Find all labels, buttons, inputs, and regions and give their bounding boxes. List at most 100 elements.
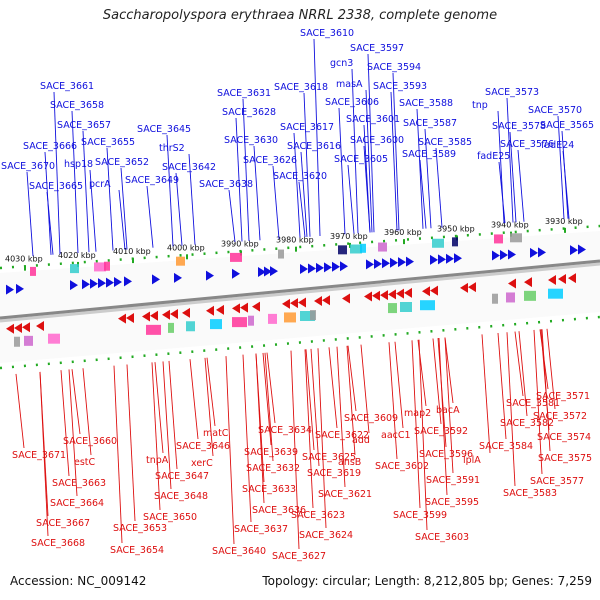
reverse-category-box [388, 303, 397, 314]
reverse-category-box [210, 319, 222, 330]
forward-gene-label-group: fadE24 [541, 140, 574, 219]
forward-gene-label-group: SACE_3630 [224, 135, 278, 241]
forward-gene-label: SACE_3588 [399, 98, 453, 109]
reverse-gene-label: SACE_3648 [154, 491, 208, 502]
forward-gene-leader [293, 132, 301, 238]
forward-category-box [350, 244, 362, 254]
reverse-gene-label-group: SACE_3636 [252, 353, 306, 516]
reverse-gene-leader [206, 357, 216, 427]
reverse-gene-leader [546, 328, 556, 410]
forward-gene-label-group: SACE_3657 [57, 120, 111, 253]
forward-gene-leader [235, 117, 243, 242]
forward-gene-leader [419, 159, 427, 229]
reverse-gene-label-group: SACE_3640 [212, 356, 266, 557]
forward-gene-label-group: SACE_3588 [399, 98, 453, 229]
reverse-gene-label-group: SACE_3603 [415, 339, 469, 543]
reverse-gene-label-group: SACE_3591 [426, 337, 480, 486]
forward-gene-label-group: gcn3 [330, 58, 359, 234]
reverse-gene-arrow [22, 322, 30, 333]
reverse-gene-label: lplA [463, 455, 481, 466]
reverse-gene-label: estC [74, 457, 96, 468]
reverse-gene-label: SACE_3627 [272, 551, 326, 562]
forward-gene-label: SACE_3601 [346, 114, 400, 125]
scale-label: 3980 kbp [276, 236, 314, 245]
forward-gene-arrow [430, 254, 438, 265]
backbone-shadow [0, 262, 600, 323]
forward-gene-leader [298, 181, 306, 238]
forward-gene-label-group: SACE_3620 [273, 171, 327, 238]
forward-gene-label: hsp18 [64, 159, 93, 170]
forward-category-box [360, 243, 366, 253]
forward-gene-label: SACE_3661 [40, 81, 94, 92]
forward-gene-arrow [114, 277, 122, 288]
scale-label: 3960 kbp [384, 228, 422, 237]
reverse-gene-arrow [460, 282, 468, 293]
forward-gene-leader [416, 108, 424, 229]
genome-summary-text: Topology: circular; Length: 8,212,805 bp… [262, 574, 592, 588]
reverse-gene-label-group: SACE_3624 [299, 348, 353, 541]
forward-gene-label: SACE_3665 [29, 181, 83, 192]
forward-gene-label-group: SACE_3594 [367, 62, 421, 231]
reverse-gene-leader [432, 338, 442, 425]
forward-gene-label-group: SACE_3573 [485, 87, 539, 223]
forward-gene-leader [390, 91, 398, 231]
reverse-gene-label: bacA [436, 405, 460, 416]
reverse-gene-leader [310, 348, 320, 467]
forward-gene-label-group: SACE_3576 [500, 139, 554, 222]
forward-gene-arrow [374, 258, 382, 269]
reverse-category-box [232, 317, 247, 328]
forward-gene-leader [106, 147, 114, 251]
forward-gene-leader [120, 167, 128, 250]
reverse-gene-label: SACE_3650 [143, 512, 197, 523]
forward-category-box [230, 252, 242, 262]
reverse-gene-leader [113, 365, 123, 544]
forward-gene-leader [118, 189, 126, 250]
forward-gene-arrow [106, 277, 114, 288]
forward-gene-arrow [300, 264, 308, 274]
forward-category-box [338, 245, 347, 255]
reverse-gene-label: SACE_3574 [537, 432, 591, 443]
forward-gene-label: SACE_3593 [373, 81, 427, 92]
reverse-gene-label: SACE_3619 [307, 468, 361, 479]
reverse-gene-label-group: aacC1 [381, 341, 411, 441]
reverse-gene-leader [189, 359, 199, 440]
reverse-category-box [24, 335, 33, 346]
forward-category-box [176, 256, 185, 266]
forward-gene-label-group: SACE_3587 [403, 118, 457, 229]
forward-gene-leader [166, 134, 174, 247]
forward-gene-label-group: SACE_3578 [492, 121, 546, 223]
forward-gene-arrow [316, 262, 324, 273]
forward-gene-leader [363, 145, 371, 233]
reverse-gene-label: SACE_3595 [425, 497, 479, 508]
forward-gene-label: SACE_3652 [95, 157, 149, 168]
forward-gene-label: SACE_3666 [23, 141, 77, 152]
reverse-gene-label-group: SACE_3622 [315, 347, 369, 441]
forward-category-box [278, 249, 284, 259]
forward-gene-label-group: SACE_3631 [217, 88, 271, 242]
reverse-gene-arrow [430, 285, 438, 296]
reverse-gene-label: SACE_3602 [375, 461, 429, 472]
forward-gene-label: SACE_3605 [334, 154, 388, 165]
forward-category-box [70, 264, 79, 274]
reverse-gene-label-group: SACE_3581 [506, 331, 560, 409]
reverse-gene-label: SACE_3654 [110, 545, 164, 556]
forward-gene-label: SACE_3642 [162, 162, 216, 173]
forward-gene-leader [506, 97, 514, 223]
forward-gene-label-group: SACE_3638 [199, 179, 253, 243]
reverse-gene-arrow [240, 302, 248, 313]
reverse-gene-label-group: SACE_3634 [258, 352, 312, 436]
upper-tick-line [0, 224, 600, 270]
reverse-gene-arrow [6, 323, 14, 334]
forward-gene-label: SACE_3657 [57, 120, 111, 131]
forward-gene-label-group: SACE_3661 [40, 81, 94, 255]
forward-gene-label-group: SACE_3585 [418, 137, 472, 228]
forward-gene-label: SACE_3606 [325, 97, 379, 108]
reverse-category-box [524, 290, 536, 301]
reverse-gene-label-group: map2 [404, 339, 431, 419]
forward-gene-label-group: SACE_3618 [274, 82, 328, 237]
forward-gene-label: tnp [472, 100, 488, 111]
reverse-gene-label-group: SACE_3582 [500, 331, 554, 429]
reverse-gene-label-group: SACE_3577 [530, 329, 584, 487]
forward-gene-label-group: fadE25 [477, 151, 510, 224]
scale-label: 4010 kbp [113, 247, 151, 256]
